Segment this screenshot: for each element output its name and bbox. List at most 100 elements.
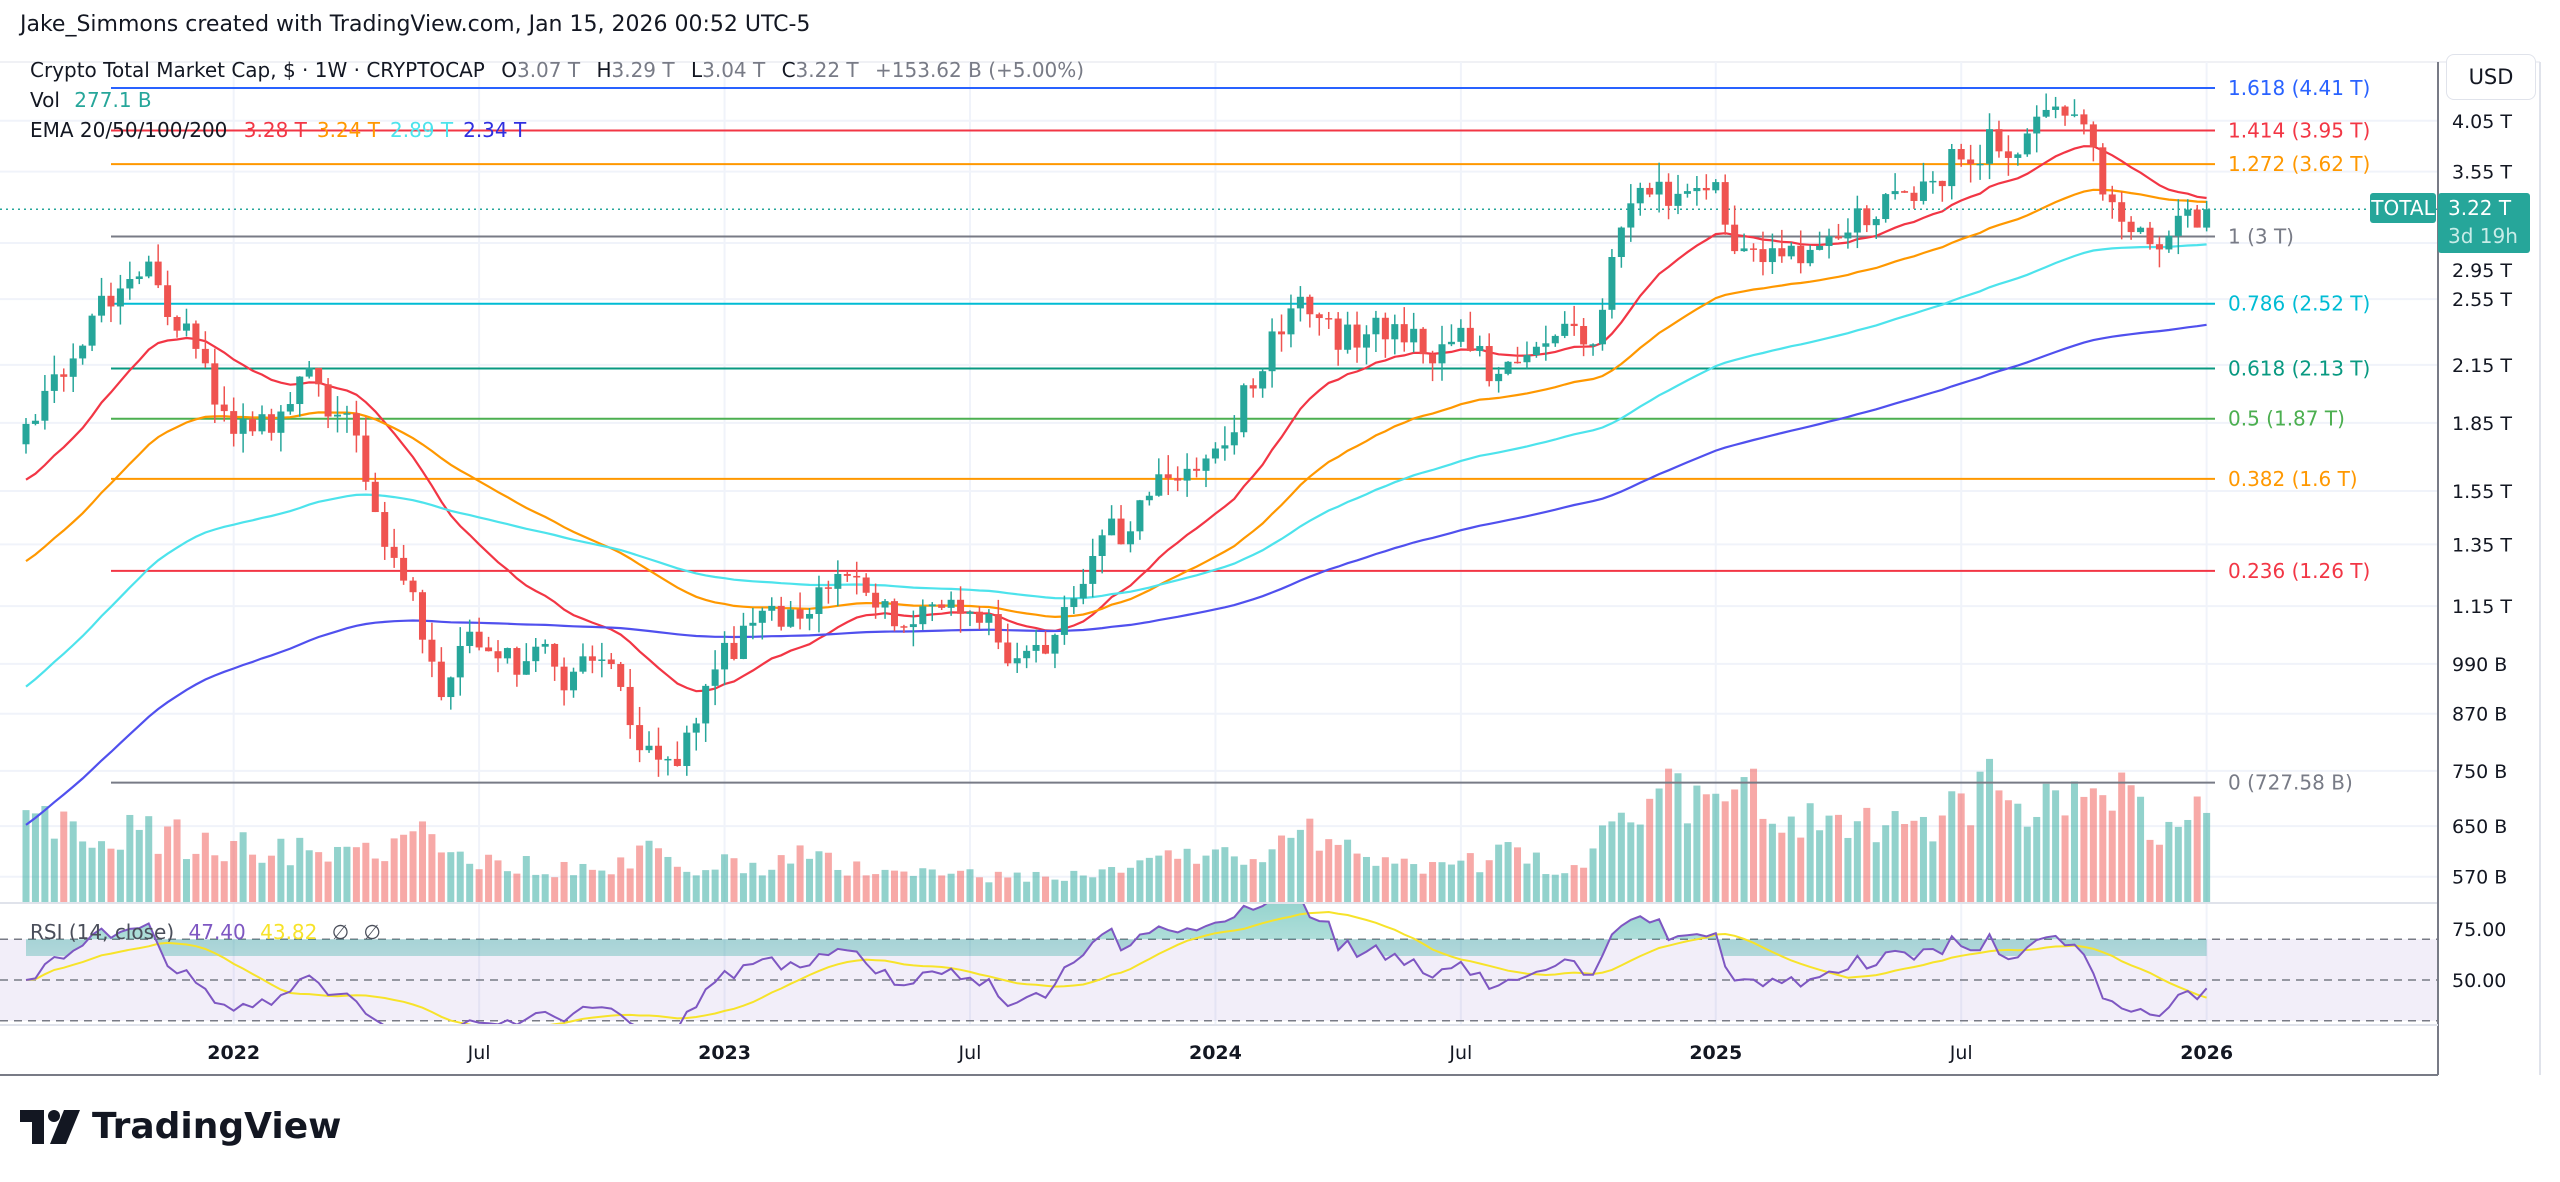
candle	[1466, 311, 1474, 352]
candle-body	[1929, 180, 1937, 183]
currency-button[interactable]: USD	[2446, 54, 2536, 100]
candle	[654, 727, 662, 777]
price-axis-label: 1.55 T	[2452, 481, 2512, 503]
volume-bar	[796, 845, 804, 903]
candle	[1646, 182, 1654, 198]
fib-retracement[interactable]: 1.618 (4.41 T) 1.414 (3.95 T) 1.272 (3.62 …	[111, 76, 2370, 795]
candle-body	[2165, 235, 2173, 250]
volume-bar	[173, 819, 181, 903]
volume-bar	[1627, 822, 1635, 903]
volume-bar	[1353, 853, 1361, 903]
volume-bar	[164, 826, 172, 903]
candle-body	[1023, 650, 1031, 659]
candle-body	[1060, 607, 1068, 635]
rsi-pane[interactable]	[0, 897, 2438, 1042]
volume-bar	[400, 834, 408, 903]
volume-bar	[1372, 865, 1380, 903]
candle-body	[50, 374, 58, 391]
candle	[1617, 226, 1625, 268]
volume-bar	[1570, 865, 1578, 903]
rsi-label[interactable]: RSI (14, close)	[30, 920, 175, 944]
candle	[1938, 180, 1946, 202]
candle	[1268, 318, 1276, 388]
volume-bar	[2099, 795, 2107, 903]
volume-bar	[1693, 785, 1701, 903]
volume-bars	[22, 758, 2211, 903]
candle-body	[551, 643, 559, 667]
volume-bar	[806, 858, 814, 903]
candle-body	[1882, 194, 1890, 220]
volume-bar	[1362, 856, 1370, 903]
volume-bar	[739, 873, 747, 903]
tradingview-logo[interactable]: TradingView	[20, 1106, 341, 1147]
symbol-title[interactable]: Crypto Total Market Cap, $ · 1W · CRYPTO…	[30, 58, 485, 82]
candle	[98, 277, 106, 323]
volume-bar	[1334, 844, 1342, 903]
candle-body	[1806, 249, 1814, 264]
volume-label[interactable]: Vol	[30, 88, 60, 112]
candle-body	[1325, 318, 1333, 320]
volume-bar	[2127, 785, 2135, 903]
ema-label[interactable]: EMA 20/50/100/200	[30, 118, 228, 142]
candle-body	[1712, 182, 1720, 191]
volume-bar	[1013, 872, 1021, 903]
candle-body	[1957, 149, 1965, 160]
volume-bar	[1268, 849, 1276, 903]
candle	[560, 657, 568, 706]
volume-bar	[1457, 860, 1465, 903]
ema-200-line	[25, 323, 2207, 826]
candle	[985, 609, 993, 636]
candle	[1665, 173, 1673, 220]
candle-body	[1948, 149, 1956, 187]
candle-body	[1089, 555, 1097, 584]
candle-body	[975, 611, 983, 623]
candle-body	[1872, 219, 1880, 226]
volume-bar	[1485, 860, 1493, 903]
logo-text: TradingView	[92, 1106, 342, 1147]
candle	[305, 361, 313, 379]
candle	[1882, 193, 1890, 223]
volume-bar	[1089, 877, 1097, 903]
volume-bar	[692, 875, 700, 903]
candle-body	[570, 671, 578, 691]
candle-body	[305, 367, 313, 377]
candle-body	[418, 592, 426, 640]
candle	[1287, 294, 1295, 348]
volume-bar	[1108, 867, 1116, 903]
ema-legend: EMA 20/50/100/200 3.28 T 3.24 T 2.89 T 2.34…	[30, 118, 526, 142]
volume-bar	[1712, 793, 1720, 903]
candle-body	[815, 587, 823, 614]
volume-bar	[31, 813, 39, 903]
candle	[1976, 144, 1984, 180]
candle-body	[1561, 323, 1569, 336]
volume-bar	[560, 861, 568, 903]
candle	[2184, 199, 2192, 228]
candle-body	[1438, 344, 1446, 364]
volume-bar	[343, 846, 351, 903]
volume-bar	[1636, 824, 1644, 903]
volume-bar	[1145, 857, 1153, 903]
rsi-extra-2: ∅	[363, 920, 381, 944]
volume-bar	[900, 871, 908, 903]
candle	[1306, 294, 1314, 328]
candle	[324, 378, 332, 429]
candle	[1929, 171, 1937, 194]
candle	[437, 647, 445, 701]
candle-body	[787, 609, 795, 627]
candle	[532, 638, 540, 672]
candle-body	[277, 411, 285, 433]
fib-label: 0.5 (1.87 T)	[2228, 407, 2345, 431]
candle	[362, 417, 370, 491]
candle	[1060, 595, 1068, 645]
candle	[1759, 231, 1767, 276]
candle-body	[2108, 194, 2116, 203]
candle-body	[1296, 296, 1304, 309]
candle-body	[1315, 314, 1323, 319]
fib-label: 1 (3 T)	[2228, 224, 2294, 248]
candle	[116, 274, 124, 325]
candle-body	[938, 604, 946, 608]
candle-body	[711, 669, 719, 686]
volume-bar	[1768, 823, 1776, 903]
candle	[60, 368, 68, 392]
